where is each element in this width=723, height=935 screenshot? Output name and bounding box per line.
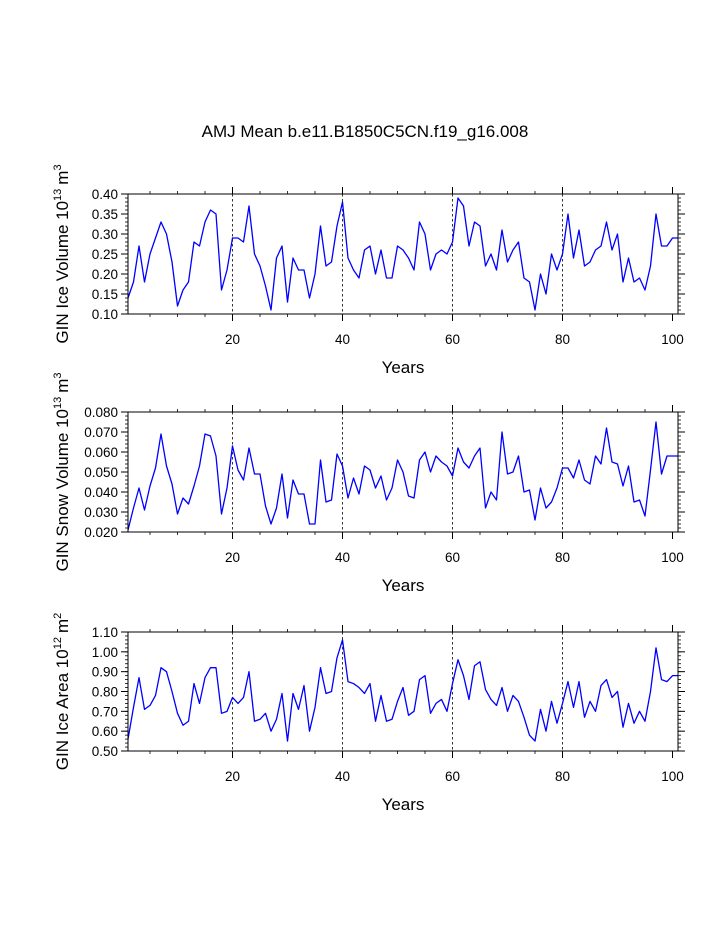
y-tick-label: 1.10 xyxy=(92,625,118,640)
y-tick-label: 0.50 xyxy=(92,744,118,759)
plot-frame xyxy=(127,193,679,315)
y-axis-title: GIN Ice Area 1012 m2 xyxy=(52,613,72,771)
y-axis-title-exponent: 13 xyxy=(52,397,64,409)
x-tick-label: 20 xyxy=(225,769,240,784)
plot-frame xyxy=(127,411,679,533)
x-tick-label: 40 xyxy=(335,769,350,784)
y-tick-label: 0.15 xyxy=(92,287,118,302)
chart-panel-3: 0.50 0.60 0.70 0.80 0.90 1.00 1.10 20 40 60 80 100 Y… xyxy=(52,613,685,814)
x-tick-label: 20 xyxy=(225,550,240,565)
y-axis-title-unit-exponent: 3 xyxy=(52,164,64,170)
y-tick-label: 0.40 xyxy=(92,187,118,202)
y-tick-label: 0.90 xyxy=(92,665,118,680)
x-axis-title: Years xyxy=(382,795,425,814)
x-tick-label: 100 xyxy=(661,332,684,347)
x-tick-label: 80 xyxy=(555,769,570,784)
x-tick-label: 40 xyxy=(335,332,350,347)
y-axis-title-base: GIN Snow Volume 10 xyxy=(53,409,72,572)
chart-panel-2: 0.020 0.030 0.040 0.050 0.060 0.070 0.080 20 40 6… xyxy=(52,372,685,595)
data-series-line xyxy=(127,639,678,742)
y-tick-label: 0.30 xyxy=(92,227,118,242)
x-tick-label: 80 xyxy=(555,332,570,347)
chart-panels: 0.10 0.15 0.20 0.25 0.30 0.35 0.40 20 40 60 80 100 Y… xyxy=(52,164,685,814)
y-tick-label: 0.80 xyxy=(92,685,118,700)
x-tick-label: 100 xyxy=(661,769,684,784)
data-series-line xyxy=(127,421,678,531)
y-tick-label: 1.00 xyxy=(92,645,118,660)
chart-panel-1: 0.10 0.15 0.20 0.25 0.30 0.35 0.40 20 40 60 80 100 Y… xyxy=(52,164,685,377)
x-tick-label: 100 xyxy=(661,550,684,565)
plot-frame xyxy=(127,631,679,752)
y-tick-label: 0.60 xyxy=(92,724,118,739)
y-axis-title-base: GIN Ice Volume 10 xyxy=(53,201,72,344)
y-axis-title-unit: m xyxy=(53,379,72,393)
y-axis-title: GIN Ice Volume 1013 m3 xyxy=(52,164,72,343)
y-tick-label: 0.020 xyxy=(84,525,118,540)
y-axis-title-unit-exponent: 2 xyxy=(52,613,64,619)
y-tick-label: 0.060 xyxy=(84,445,118,460)
y-tick-label: 0.070 xyxy=(84,425,118,440)
x-tick-label: 60 xyxy=(445,332,460,347)
y-tick-label: 0.35 xyxy=(92,207,118,222)
y-axis-title-exponent: 12 xyxy=(52,637,64,649)
y-tick-label: 0.10 xyxy=(92,307,118,322)
x-tick-label: 60 xyxy=(445,769,460,784)
y-tick-label: 0.050 xyxy=(84,465,118,480)
y-tick-label: 0.040 xyxy=(84,485,118,500)
y-axis-title-unit-exponent: 3 xyxy=(52,372,64,378)
y-axis-title-unit: m xyxy=(53,619,72,633)
y-tick-label: 0.20 xyxy=(92,267,118,282)
y-axis-title: GIN Snow Volume 1013 m3 xyxy=(52,372,72,571)
x-tick-label: 40 xyxy=(335,550,350,565)
figure-title: AMJ Mean b.e11.B1850C5CN.f19_g16.008 xyxy=(202,122,529,141)
x-tick-label: 80 xyxy=(555,550,570,565)
y-tick-label: 0.70 xyxy=(92,704,118,719)
x-tick-label: 60 xyxy=(445,550,460,565)
y-tick-label: 0.25 xyxy=(92,247,118,262)
y-tick-label: 0.080 xyxy=(84,405,118,420)
y-axis-title-base: GIN Ice Area 10 xyxy=(53,649,72,770)
x-tick-label: 20 xyxy=(225,332,240,347)
y-tick-label: 0.030 xyxy=(84,505,118,520)
x-axis-title: Years xyxy=(382,576,425,595)
data-series-line xyxy=(127,197,678,311)
x-axis-title: Years xyxy=(382,358,425,377)
y-axis-title-unit: m xyxy=(53,171,72,185)
y-axis-title-exponent: 13 xyxy=(52,189,64,201)
